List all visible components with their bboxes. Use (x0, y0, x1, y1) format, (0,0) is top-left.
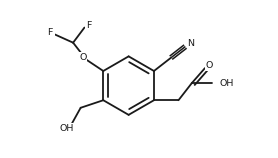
Text: F: F (47, 28, 53, 37)
Text: OH: OH (220, 79, 234, 88)
Text: F: F (86, 21, 91, 30)
Text: OH: OH (59, 124, 74, 133)
Text: O: O (79, 53, 87, 62)
Text: O: O (206, 61, 213, 70)
Text: N: N (187, 39, 194, 48)
